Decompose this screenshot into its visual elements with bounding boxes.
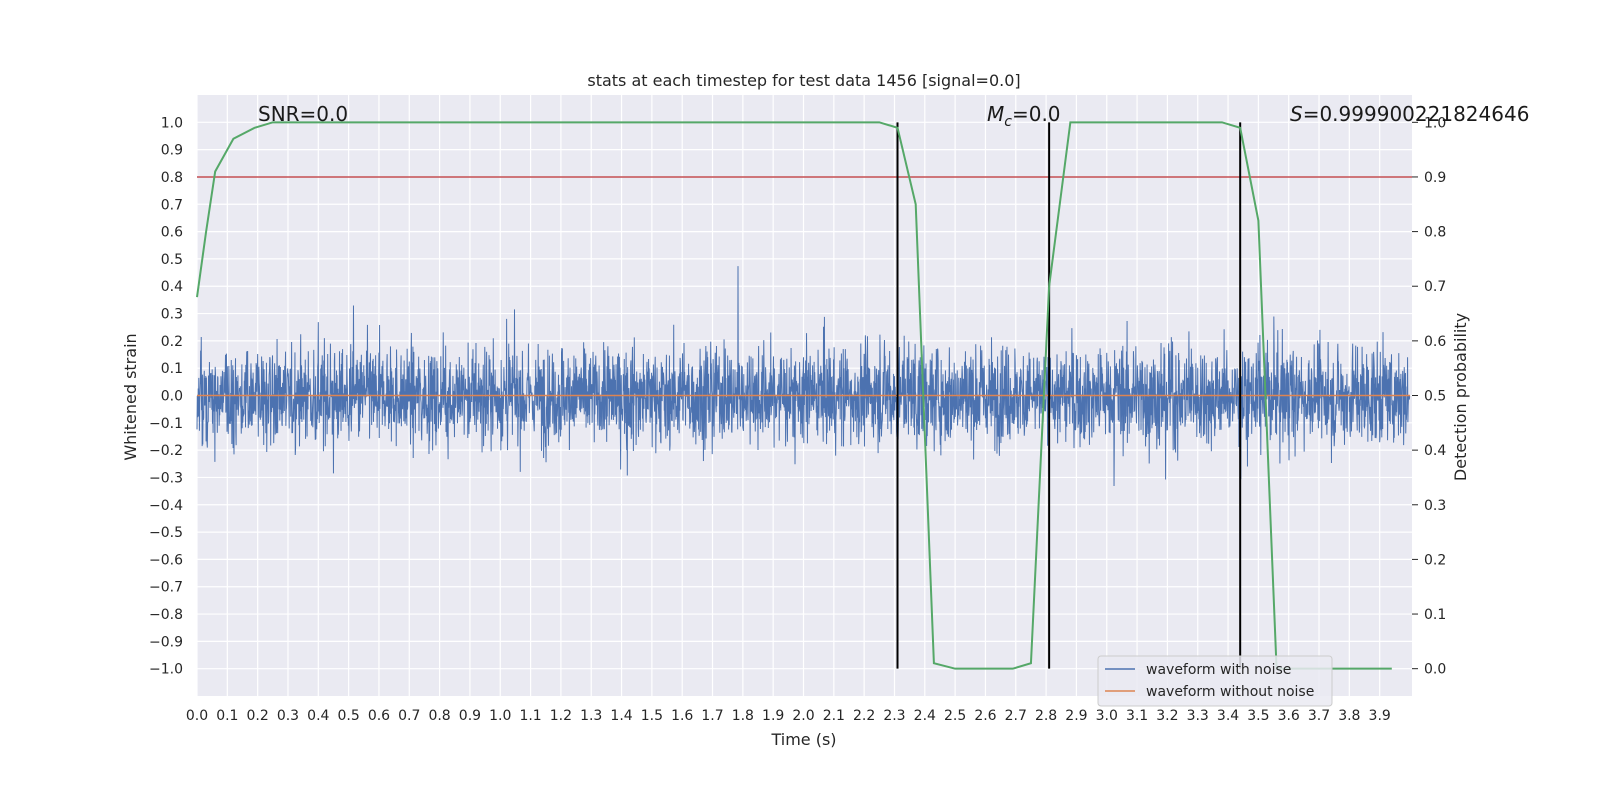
x-tick-label: 3.4 [1217,708,1239,724]
x-tick-label: 0.2 [247,708,269,724]
x-tick-label: 0.3 [277,708,299,724]
y-tick-label: −1.0 [149,662,183,678]
s-symbol: S [1290,102,1303,126]
x-tick-label: 3.5 [1247,708,1269,724]
y-tick-label: −0.7 [149,580,183,596]
y-tick-label: 1.0 [161,115,183,131]
chart-title: stats at each timestep for test data 145… [587,71,1020,90]
x-tick-label: 0.1 [216,708,238,724]
mc-value: =0.0 [1012,102,1061,126]
x-tick-label: 1.6 [671,708,693,724]
x-tick-label: 1.8 [732,708,754,724]
y-tick-label: 0.5 [161,252,183,268]
y-tick-label: 0.7 [161,197,183,213]
x-tick-label: 3.3 [1187,708,1209,724]
snr-annotation: SNR=0.0 [258,102,348,126]
x-tick-label: 0.4 [307,708,329,724]
detection-probability-line [196,121,1392,670]
x-tick-label: 2.2 [853,708,875,724]
x-tick-label: 1.9 [762,708,784,724]
x-tick-label: 2.8 [1035,708,1057,724]
x-tick-label: 2.3 [883,708,905,724]
y2-tick-label: 0.7 [1424,279,1446,295]
y-tick-label: −0.3 [149,470,183,486]
y-tick-label: −0.6 [149,552,183,568]
y2-tick-label: 0.0 [1424,662,1446,678]
x-tick-label: 3.7 [1308,708,1330,724]
x-tick-label: 2.4 [914,708,936,724]
y2-axis-label: Detection probability [1451,313,1470,481]
legend-box [1097,655,1333,707]
x-tick-label: 3.6 [1278,708,1300,724]
x-tick-label: 1.3 [580,708,602,724]
vertical-markers [896,122,1242,669]
y2-tick-label: 1.0 [1424,115,1446,131]
y-tick-label: −0.5 [149,525,183,541]
y-tick-label: 0.4 [161,279,183,295]
x-tick-label: 2.9 [1065,708,1087,724]
mc-annotation: Mc=0.0 [987,102,1061,130]
y2-tick-label: 0.8 [1424,225,1446,241]
y-tick-label: 0.3 [161,307,183,323]
y-tick-label: 0.6 [161,225,183,241]
y-tick-label: −0.9 [149,634,183,650]
y2-tick-label: 0.9 [1424,170,1446,186]
y2-axis-ticks: 1.0 0.9 0.8 0.7 0.6 0.5 0.4 0.3 0.2 0.1 0.0 [1412,115,1446,678]
x-axis-label: Time (s) [770,730,836,749]
x-tick-label: 1.5 [641,708,663,724]
mc-symbol: M [987,102,1004,126]
legend-label-clean: waveform without noise [1146,684,1314,700]
legend: waveform with noise waveform without noi… [1097,655,1333,707]
y2-tick-label: 0.4 [1424,443,1446,459]
y2-tick-label: 0.3 [1424,498,1446,514]
x-tick-label: 1.4 [610,708,632,724]
x-tick-label: 2.5 [944,708,966,724]
y-tick-label: −0.2 [149,443,183,459]
x-tick-label: 0.6 [368,708,390,724]
legend-label-noise: waveform with noise [1146,662,1291,678]
s-annotation: S=0.999900221824646 [1290,102,1529,126]
s-value: =0.999900221824646 [1303,102,1530,126]
x-tick-label: 3.9 [1369,708,1391,724]
y-tick-label: 0.8 [161,170,183,186]
y-tick-label: 0.0 [161,389,183,405]
x-tick-label: 3.8 [1338,708,1360,724]
x-tick-label: 3.1 [1126,708,1148,724]
x-tick-label: 0.8 [428,708,450,724]
y-tick-label: −0.4 [149,498,183,514]
y2-tick-label: 0.1 [1424,607,1446,623]
y-axis-label: Whitened strain [121,333,140,460]
y-axis-ticks: 1.0 0.9 0.8 0.7 0.6 0.5 0.4 0.3 0.2 0.1 0.0 −0.1 −0.… [149,115,183,677]
y-tick-label: 0.1 [161,361,183,377]
x-tick-label: 0.5 [337,708,359,724]
y-tick-label: −0.1 [149,416,183,432]
y2-tick-label: 0.2 [1424,552,1446,568]
x-tick-label: 2.7 [1005,708,1027,724]
x-tick-label: 1.0 [489,708,511,724]
x-tick-label: 1.1 [519,708,541,724]
x-tick-label: 3.0 [1096,708,1118,724]
x-tick-label: 0.0 [186,708,208,724]
x-tick-label: 3.2 [1156,708,1178,724]
x-tick-label: 2.6 [974,708,996,724]
x-tick-label: 0.7 [398,708,420,724]
y-tick-label: −0.8 [149,607,183,623]
y-tick-label: 0.9 [161,143,183,159]
x-tick-label: 0.9 [459,708,481,724]
y-tick-label: 0.2 [161,334,183,350]
y2-tick-label: 0.5 [1424,389,1446,405]
x-tick-label: 2.0 [792,708,814,724]
x-tick-label: 1.7 [701,708,723,724]
x-tick-label: 1.2 [550,708,572,724]
mc-subscript: c [1004,114,1012,130]
x-tick-label: 2.1 [823,708,845,724]
y2-tick-label: 0.6 [1424,334,1446,350]
x-axis-ticks: 0.0 0.1 0.2 0.3 0.4 0.5 0.6 0.7 0.8 0.9 1.0 1.1 1.2 1… [186,708,1391,724]
